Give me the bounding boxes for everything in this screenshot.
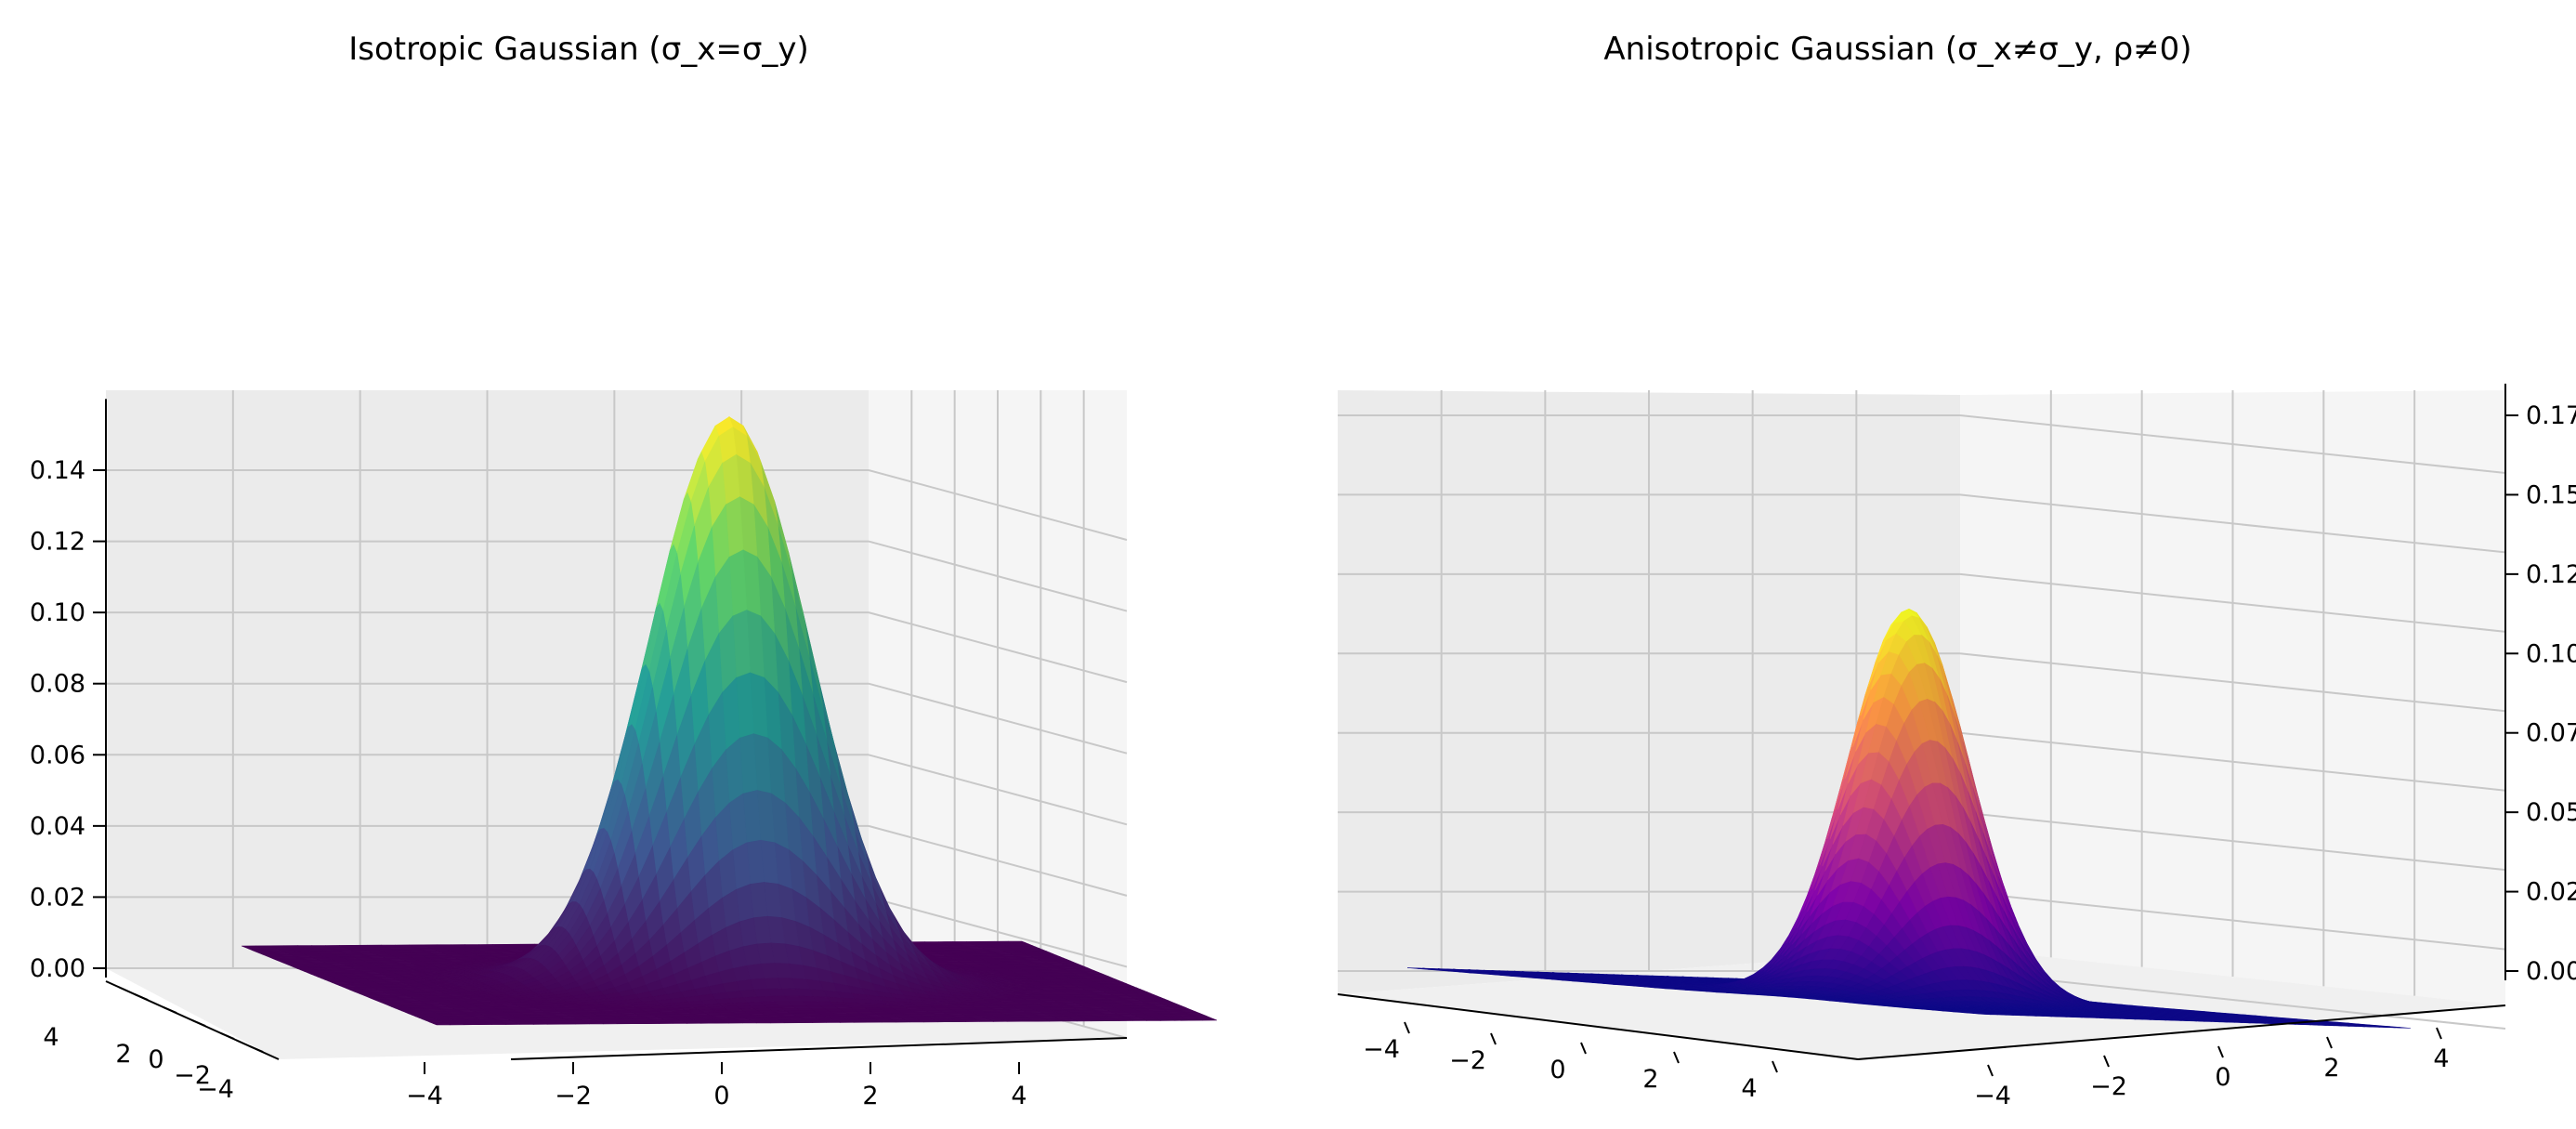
anisotropic-gaussian-plot: 0.0000.0250.0500.0750.1000.1250.1500.175…	[1337, 31, 2576, 1110]
y-tick-mark	[134, 993, 149, 1001]
y-tick-label: 0	[148, 1045, 163, 1074]
z-tick-label: 0.14	[30, 456, 85, 485]
x-tick-label: 0	[713, 1082, 729, 1110]
z-tick-label: 0.04	[30, 812, 85, 841]
x-tick-label: 4	[1011, 1082, 1026, 1110]
y-tick-mark	[163, 1006, 177, 1014]
y-tick-label: 2	[115, 1040, 131, 1069]
y-tick-label: −4	[197, 1075, 234, 1104]
z-tick-label: 0.12	[30, 528, 85, 557]
z-tick-label: 0.08	[30, 670, 85, 699]
z-tick-label: 0.02	[30, 883, 85, 912]
y-tick-mark	[191, 1019, 206, 1027]
y-tick-label: 4	[43, 1023, 59, 1052]
x-tick-label: 2	[862, 1082, 878, 1110]
z-tick-label: 0.10	[30, 598, 85, 627]
surface-patch	[433, 1023, 451, 1026]
z-tick-label: 0.06	[30, 741, 85, 769]
x-tick-label: −4	[406, 1082, 443, 1110]
left-chart-title: Isotropic Gaussian (σ_x=σ_y)	[348, 31, 809, 68]
z-tick-label: 0.00	[30, 954, 85, 983]
x-tick-label: −2	[555, 1082, 592, 1110]
isotropic-gaussian-plot: 0.000.020.040.060.080.100.120.14−4 −2 0 2 44…	[30, 31, 1218, 1110]
left-surface	[241, 415, 1218, 1026]
